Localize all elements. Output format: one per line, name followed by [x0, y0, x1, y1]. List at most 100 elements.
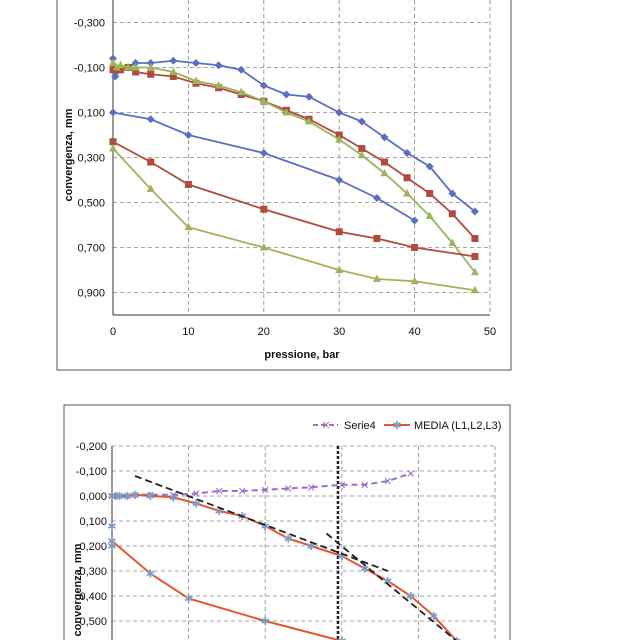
series-2-point: [305, 117, 314, 125]
series-0-point: ✕: [261, 485, 270, 497]
series-0-point: [282, 90, 291, 99]
series-5-point: [410, 276, 419, 285]
series-0-point: ✕: [284, 484, 293, 496]
series-1-point: [117, 66, 125, 74]
x-tick-label: 20: [258, 326, 270, 338]
chart-1-series: [109, 54, 479, 294]
series-1-point: ✱: [111, 491, 120, 503]
series-0-point: ✕: [337, 480, 346, 492]
series-5-point: [470, 285, 479, 294]
series-4-point: [411, 244, 419, 251]
series-4-point: [184, 181, 192, 188]
y-tick-label: -0,100: [76, 466, 107, 478]
y-tick-label: 0,000: [79, 491, 107, 503]
y-tick-label: 0,300: [77, 153, 105, 165]
y-tick-label: 0,500: [77, 198, 105, 210]
series-2-point: [169, 67, 178, 75]
y-tick-label: 0,100: [77, 108, 105, 120]
series-3-point: [372, 194, 381, 202]
series-0-point: [191, 59, 200, 67]
series-1-point: [471, 235, 479, 242]
series-1-point: [169, 73, 177, 80]
series-1-point: ✱: [284, 534, 293, 546]
series-5-point: [372, 274, 381, 282]
series-2-point: [470, 267, 479, 276]
legend-serie4-label: Serie4: [344, 420, 376, 432]
series-2-point: [131, 63, 140, 71]
series-0-point: [403, 149, 412, 157]
series-1-point: ✱: [261, 521, 270, 533]
series-0-point: [425, 162, 434, 171]
chart-2-series: ✕✕✕✕✕✕✕✕✕✕✕✕✕✕✕✕✱✱✱✱✱✱✱✱✱✱✱✱✱✱✱✱✱✱✱✱✱✱✱✱…: [107, 446, 461, 640]
series-0-point: ✕: [192, 489, 201, 501]
series-2-point: ✱: [261, 616, 270, 628]
trend-line-0: [134, 475, 389, 572]
series-2-point: ✱: [107, 536, 116, 548]
chart-2-grid: [111, 445, 496, 640]
series-0-point: [357, 117, 366, 126]
x-tick-label: 10: [182, 326, 194, 338]
y-tick-label: -0,100: [74, 63, 105, 75]
series-2-point: [191, 76, 200, 84]
chart-1: -0,300 -0,100 0,100 0,300 0,500 0,700 0,900 0 1…: [56, 0, 512, 371]
extra-point: ✱: [107, 541, 116, 553]
series-3-point: [146, 115, 155, 124]
series-2-point: [146, 63, 155, 71]
series-5-point: [335, 265, 344, 273]
series-1-point: ✱: [337, 551, 346, 563]
series-2-point: ✱: [184, 594, 193, 606]
series-0-point: [448, 189, 457, 198]
y-tick-label: -0,300: [74, 18, 105, 30]
series-3-point: [410, 216, 419, 225]
series-5-point: [109, 144, 117, 152]
series-4-point: [260, 205, 268, 213]
legend-media-marker: ✱: [392, 420, 401, 432]
series-0-point: [214, 61, 223, 70]
series-0-point: [335, 108, 344, 117]
series-0-point: ✕: [307, 482, 316, 494]
series-0-point: [380, 133, 389, 142]
series-1-point: ✱: [360, 564, 369, 576]
series-1-point: ✱: [307, 541, 316, 553]
series-0-point: [259, 81, 268, 90]
chart-2-y-ticks: -0,200 -0,100 0,000 0,100 0,200 0,300 0,400 0,5…: [76, 441, 107, 628]
y-tick-label: 0,400: [79, 591, 107, 603]
series-2-point: ✱: [337, 636, 346, 640]
series-1-point: ✱: [429, 611, 438, 623]
y-tick-label: 0,200: [79, 541, 107, 553]
series-line-2: [111, 540, 342, 640]
series-0-point: [305, 92, 314, 101]
series-1-point: ✱: [146, 491, 155, 503]
extra-point: ✱: [107, 521, 116, 533]
series-2-point: [237, 87, 246, 96]
series-2-point: [380, 168, 389, 177]
series-2-point: [109, 58, 117, 66]
series-1-point: [426, 190, 434, 197]
chart-1-x-ticks: 0 10 20 30 40 50: [110, 326, 496, 338]
chart-2-legend: ✕ Serie4 ✱ MEDIA (L1,L2,L3): [313, 420, 501, 432]
series-line-4: [112, 140, 476, 258]
y-tick-label: 0,300: [79, 566, 107, 578]
y-tick-label: 0,500: [79, 616, 107, 628]
series-2-point: [112, 63, 121, 71]
series-2-point: [335, 135, 344, 143]
series-1-point: ✱: [452, 636, 461, 640]
series-3-point: [259, 149, 268, 157]
series-0-point: ✕: [406, 469, 415, 481]
series-4-point: [471, 253, 479, 260]
series-4-point: [109, 138, 117, 146]
series-4-point: [335, 228, 343, 236]
series-1-point: [358, 145, 366, 152]
x-tick-label: 0: [110, 326, 116, 338]
series-1-point: ✱: [192, 499, 201, 511]
y-tick-label: -0,200: [76, 441, 107, 453]
series-0-point: ✕: [360, 480, 369, 492]
series-2-point: [403, 189, 412, 197]
series-1-point: [132, 68, 140, 76]
y-tick-label: 0,700: [77, 243, 105, 255]
series-2-point: [116, 60, 125, 69]
series-1-point: [147, 70, 155, 78]
series-0-point: [169, 56, 178, 65]
legend-media-label: MEDIA (L1,L2,L3): [414, 420, 501, 432]
